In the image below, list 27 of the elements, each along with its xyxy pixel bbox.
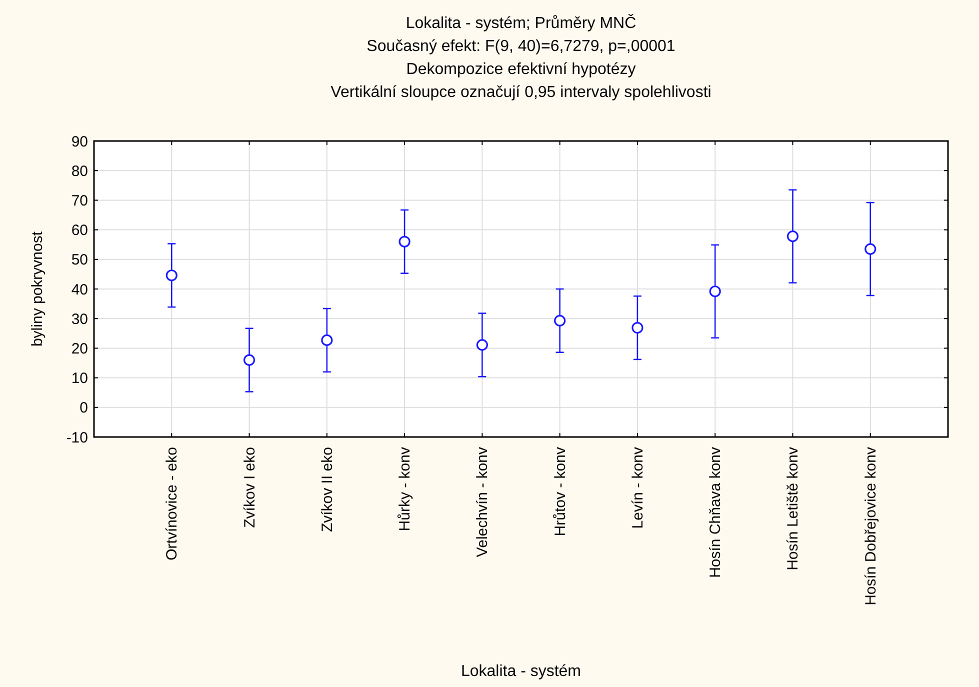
y-tick-label: 70 bbox=[71, 192, 88, 210]
x-tick-label: Hosín Chňava konv bbox=[707, 446, 724, 578]
y-tick-label: 80 bbox=[71, 162, 88, 180]
y-axis-title: byliny pokryvnost bbox=[29, 230, 46, 347]
chart-subtitle: Současný efekt: F(9, 40)=6,7279, p=,00001 bbox=[366, 38, 676, 55]
x-tick-label: Levín - konv bbox=[629, 446, 646, 529]
text: Vertikální sloupce označují 0,95 intervaly spolehlivosti bbox=[330, 84, 712, 101]
x-tick-label: Hosín Letiště konv bbox=[784, 446, 802, 570]
y-tick-label: 20 bbox=[71, 340, 88, 358]
y-tick-label: 0 bbox=[80, 400, 88, 417]
y-tick-label: 30 bbox=[71, 310, 88, 328]
y-tick-label: 10 bbox=[71, 370, 88, 388]
y-tick-label: 60 bbox=[71, 222, 88, 240]
x-tick-label: Zvíkov II eko bbox=[318, 447, 336, 532]
x-tick-label: Ortvínovice - eko bbox=[164, 447, 181, 560]
x-tick-label: Velechvín - konv bbox=[474, 446, 492, 558]
x-tick-label: Hosín Dobřejovice konv bbox=[862, 446, 880, 606]
y-tick-label: 40 bbox=[71, 281, 88, 298]
y-tick-label: -10 bbox=[66, 429, 88, 446]
chart-title: Lokalita - systém; Průměry MNČ bbox=[406, 14, 636, 32]
x-tick-label: Zvíkov I eko bbox=[241, 447, 258, 528]
y-tick-label: 90 bbox=[71, 133, 88, 150]
text: Dekompozice efektivní hypotézy bbox=[406, 61, 636, 78]
y-tick-label: 50 bbox=[71, 252, 88, 269]
x-tick-label: Hrůtov - konv bbox=[552, 446, 569, 536]
x-axis-title: Lokalita - systém bbox=[460, 663, 582, 680]
x-tick-label: Hůrky - konv bbox=[396, 446, 414, 532]
